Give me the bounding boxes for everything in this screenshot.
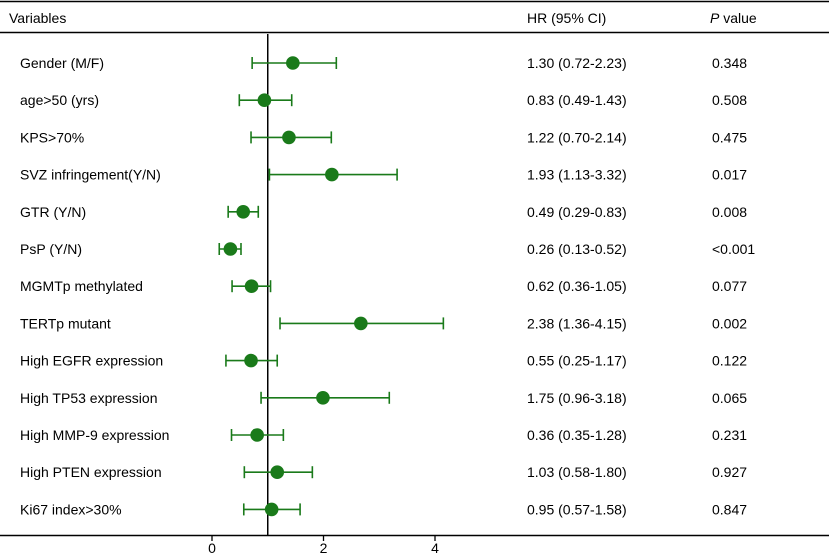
- row-hr-ci: 1.75 (0.96-3.18): [527, 390, 627, 406]
- row-hr-ci: 1.03 (0.58-1.80): [527, 464, 627, 480]
- row-label: High PTEN expression: [20, 464, 162, 480]
- hr-point-marker: [316, 391, 330, 405]
- row-label: High TP53 expression: [20, 390, 157, 406]
- row-hr-ci: 1.22 (0.70-2.14): [527, 129, 627, 145]
- x-tick-label: 2: [320, 540, 328, 555]
- forest-row: High MMP-9 expression 0.36 (0.35-1.28) 0.2…: [20, 427, 747, 443]
- hr-point-marker: [223, 242, 238, 256]
- hr-point-marker: [325, 167, 339, 182]
- forest-row: High TP53 expression 1.75 (0.96-3.18) 0.06…: [20, 390, 747, 406]
- row-p-value: 0.122: [712, 353, 747, 369]
- hr-point-marker: [282, 130, 296, 145]
- row-hr-ci: 0.83 (0.49-1.43): [527, 92, 627, 108]
- hr-point-marker: [270, 465, 285, 480]
- row-hr-ci: 0.55 (0.25-1.17): [527, 353, 627, 369]
- row-p-value: <0.001: [712, 241, 755, 257]
- row-label: MGMTp methylated: [20, 278, 143, 294]
- forest-row: Gender (M/F) 1.30 (0.72-2.23) 0.348: [20, 55, 747, 71]
- hr-point-marker: [236, 205, 251, 219]
- row-p-value: 0.927: [712, 464, 747, 480]
- hr-point-marker: [286, 56, 300, 70]
- row-label: age>50 (yrs): [20, 92, 99, 108]
- forest-row: age>50 (yrs) 0.83 (0.49-1.43) 0.508: [20, 92, 747, 108]
- header-hr: HR (95% CI): [527, 10, 606, 26]
- forest-row: GTR (Y/N) 0.49 (0.29-0.83) 0.008: [20, 204, 747, 220]
- forest-row: PsP (Y/N) 0.26 (0.13-0.52) <0.001: [20, 241, 755, 257]
- row-p-value: 0.002: [712, 315, 747, 331]
- forest-row: KPS>70% 1.22 (0.70-2.14) 0.475: [20, 129, 747, 145]
- forest-row: MGMTp methylated 0.62 (0.36-1.05) 0.077: [20, 278, 747, 294]
- row-p-value: 0.065: [712, 390, 747, 406]
- row-label: KPS>70%: [20, 129, 84, 145]
- row-hr-ci: 1.93 (1.13-3.32): [527, 167, 627, 183]
- row-label: GTR (Y/N): [20, 204, 86, 220]
- x-tick-label: 4: [431, 540, 439, 555]
- x-axis-ticks: 0 2 4: [208, 535, 439, 555]
- row-p-value: 0.475: [712, 129, 747, 145]
- row-label: High EGFR expression: [20, 353, 163, 369]
- row-p-value: 0.231: [712, 427, 747, 443]
- forest-row: High EGFR expression 0.55 (0.25-1.17) 0.12…: [20, 353, 747, 369]
- row-hr-ci: 1.30 (0.72-2.23): [527, 55, 627, 71]
- hr-point-marker: [244, 353, 258, 368]
- row-hr-ci: 0.62 (0.36-1.05): [527, 278, 627, 294]
- hr-point-marker: [354, 316, 368, 331]
- hr-point-marker: [250, 428, 264, 442]
- row-p-value: 0.508: [712, 92, 747, 108]
- row-label: Gender (M/F): [20, 55, 104, 71]
- row-hr-ci: 0.36 (0.35-1.28): [527, 427, 627, 443]
- row-label: SVZ infringement(Y/N): [20, 167, 161, 183]
- row-hr-ci: 0.95 (0.57-1.58): [527, 501, 627, 517]
- row-label: Ki67 index>30%: [20, 501, 122, 517]
- forest-row: Ki67 index>30% 0.95 (0.57-1.58) 0.847: [20, 501, 747, 517]
- forest-row: SVZ infringement(Y/N) 1.93 (1.13-3.32) 0.0…: [20, 167, 747, 183]
- row-p-value: 0.017: [712, 167, 747, 183]
- hr-point-marker: [257, 93, 272, 107]
- hr-point-marker: [244, 279, 259, 294]
- forest-row: TERTp mutant 2.38 (1.36-4.15) 0.002: [20, 315, 747, 331]
- header-p-suffix: value: [719, 10, 757, 26]
- x-tick-label: 0: [208, 540, 216, 555]
- hr-point-marker: [264, 502, 279, 517]
- rows: Gender (M/F) 1.30 (0.72-2.23) 0.348 age>50 …: [20, 55, 755, 517]
- header-p: P value: [710, 10, 757, 26]
- row-p-value: 0.008: [712, 204, 747, 220]
- header-variables: Variables: [9, 10, 66, 26]
- header-p-italic: P: [710, 10, 720, 26]
- row-hr-ci: 2.38 (1.36-4.15): [527, 315, 627, 331]
- row-p-value: 0.077: [712, 278, 747, 294]
- row-label: High MMP-9 expression: [20, 427, 169, 443]
- forest-row: High PTEN expression 1.03 (0.58-1.80) 0.92…: [20, 464, 747, 480]
- row-hr-ci: 0.49 (0.29-0.83): [527, 204, 627, 220]
- row-p-value: 0.348: [712, 55, 747, 71]
- row-label: TERTp mutant: [20, 315, 111, 331]
- row-p-value: 0.847: [712, 501, 747, 517]
- row-hr-ci: 0.26 (0.13-0.52): [527, 241, 627, 257]
- row-label: PsP (Y/N): [20, 241, 82, 257]
